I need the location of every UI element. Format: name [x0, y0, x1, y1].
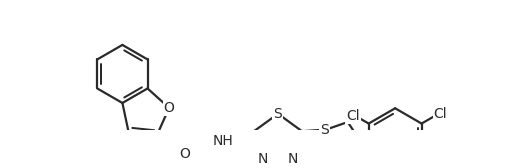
Text: S: S: [273, 107, 282, 121]
Text: N: N: [258, 152, 268, 166]
Text: N: N: [288, 152, 298, 166]
Text: NH: NH: [213, 134, 234, 148]
Text: O: O: [164, 101, 174, 115]
Text: Cl: Cl: [434, 107, 447, 121]
Text: O: O: [179, 147, 190, 161]
Text: S: S: [320, 123, 329, 137]
Text: Cl: Cl: [346, 109, 360, 123]
